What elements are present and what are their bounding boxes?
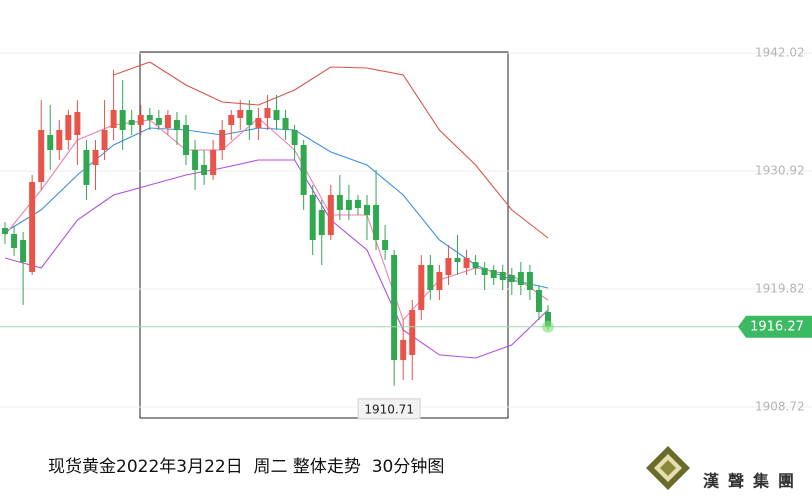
candle-body xyxy=(128,120,135,126)
candle-body xyxy=(201,164,208,175)
candle-body xyxy=(409,309,416,355)
candle-body xyxy=(264,108,271,118)
candle-body xyxy=(228,115,235,126)
candle-body xyxy=(56,130,63,150)
candle-body xyxy=(246,110,253,126)
candle-body xyxy=(219,130,226,150)
candle-body xyxy=(210,149,217,175)
candle-body xyxy=(508,275,515,283)
low-annotation-box xyxy=(357,398,421,420)
y-tick-label: 1930.92 xyxy=(755,164,805,178)
candle-body xyxy=(74,112,81,136)
low-annotation: 1910.71 xyxy=(364,402,414,416)
candle-body xyxy=(526,272,533,290)
candle-body xyxy=(282,117,289,131)
candle-body xyxy=(345,199,352,210)
candle-body xyxy=(101,130,108,150)
indicator-line xyxy=(4,159,549,359)
candle-body xyxy=(237,110,244,118)
candle-body xyxy=(2,228,8,234)
candle-body xyxy=(110,110,117,128)
candle-body xyxy=(327,194,334,236)
candle-body xyxy=(545,311,551,327)
candle-body xyxy=(173,120,180,131)
last-price-tag xyxy=(738,315,812,338)
candle-body xyxy=(137,115,144,126)
candle-body xyxy=(336,194,343,210)
last-price-glow xyxy=(542,320,554,333)
candle-body xyxy=(499,272,506,280)
candle-body xyxy=(38,130,45,182)
last-price-label: 1916.27 xyxy=(750,319,804,334)
candle-body xyxy=(146,115,153,121)
y-tick-label: 1919.82 xyxy=(755,282,805,296)
candle-body xyxy=(29,181,36,273)
candle-body xyxy=(382,240,389,251)
candle-body xyxy=(300,144,307,195)
y-tick-label: 1908.72 xyxy=(755,400,805,414)
candle-body xyxy=(291,130,298,145)
candle-body xyxy=(427,265,434,290)
candle-body xyxy=(155,117,162,126)
candle-body xyxy=(454,257,461,263)
candle-body xyxy=(192,149,199,170)
candle-body xyxy=(472,262,479,268)
candle-body xyxy=(354,199,361,209)
candle-body xyxy=(119,110,126,131)
candle-body xyxy=(517,272,524,285)
candle-body xyxy=(183,125,189,155)
indicator-line xyxy=(113,61,549,239)
candle-body xyxy=(20,240,27,263)
candle-body xyxy=(65,115,72,140)
candle-body xyxy=(490,270,497,278)
candle-body xyxy=(436,272,443,290)
candle-body xyxy=(364,204,370,216)
caption: 现货黄金2022年3月22日 周二 整体走势 30分钟图 xyxy=(48,457,444,477)
candle-body xyxy=(535,289,542,312)
candle-body xyxy=(318,209,325,236)
y-tick-label: 1942.02 xyxy=(755,46,805,60)
candle-body xyxy=(418,265,425,310)
frame-box xyxy=(139,51,509,419)
candle-body xyxy=(273,110,280,121)
candle-body xyxy=(400,339,407,361)
candle-body xyxy=(11,233,18,249)
candle-body xyxy=(164,115,171,128)
candle-body xyxy=(445,257,452,276)
candle-body xyxy=(463,257,470,268)
candle-body xyxy=(47,135,54,150)
watermark: 漢聲集團 xyxy=(703,472,803,491)
candle-body xyxy=(83,149,90,185)
candle-body xyxy=(481,267,488,276)
candle-body xyxy=(391,255,398,361)
candle-body xyxy=(309,194,316,241)
logo xyxy=(646,446,690,490)
candle-body xyxy=(92,149,99,165)
candle-body xyxy=(255,117,262,128)
candle-body xyxy=(373,204,380,241)
